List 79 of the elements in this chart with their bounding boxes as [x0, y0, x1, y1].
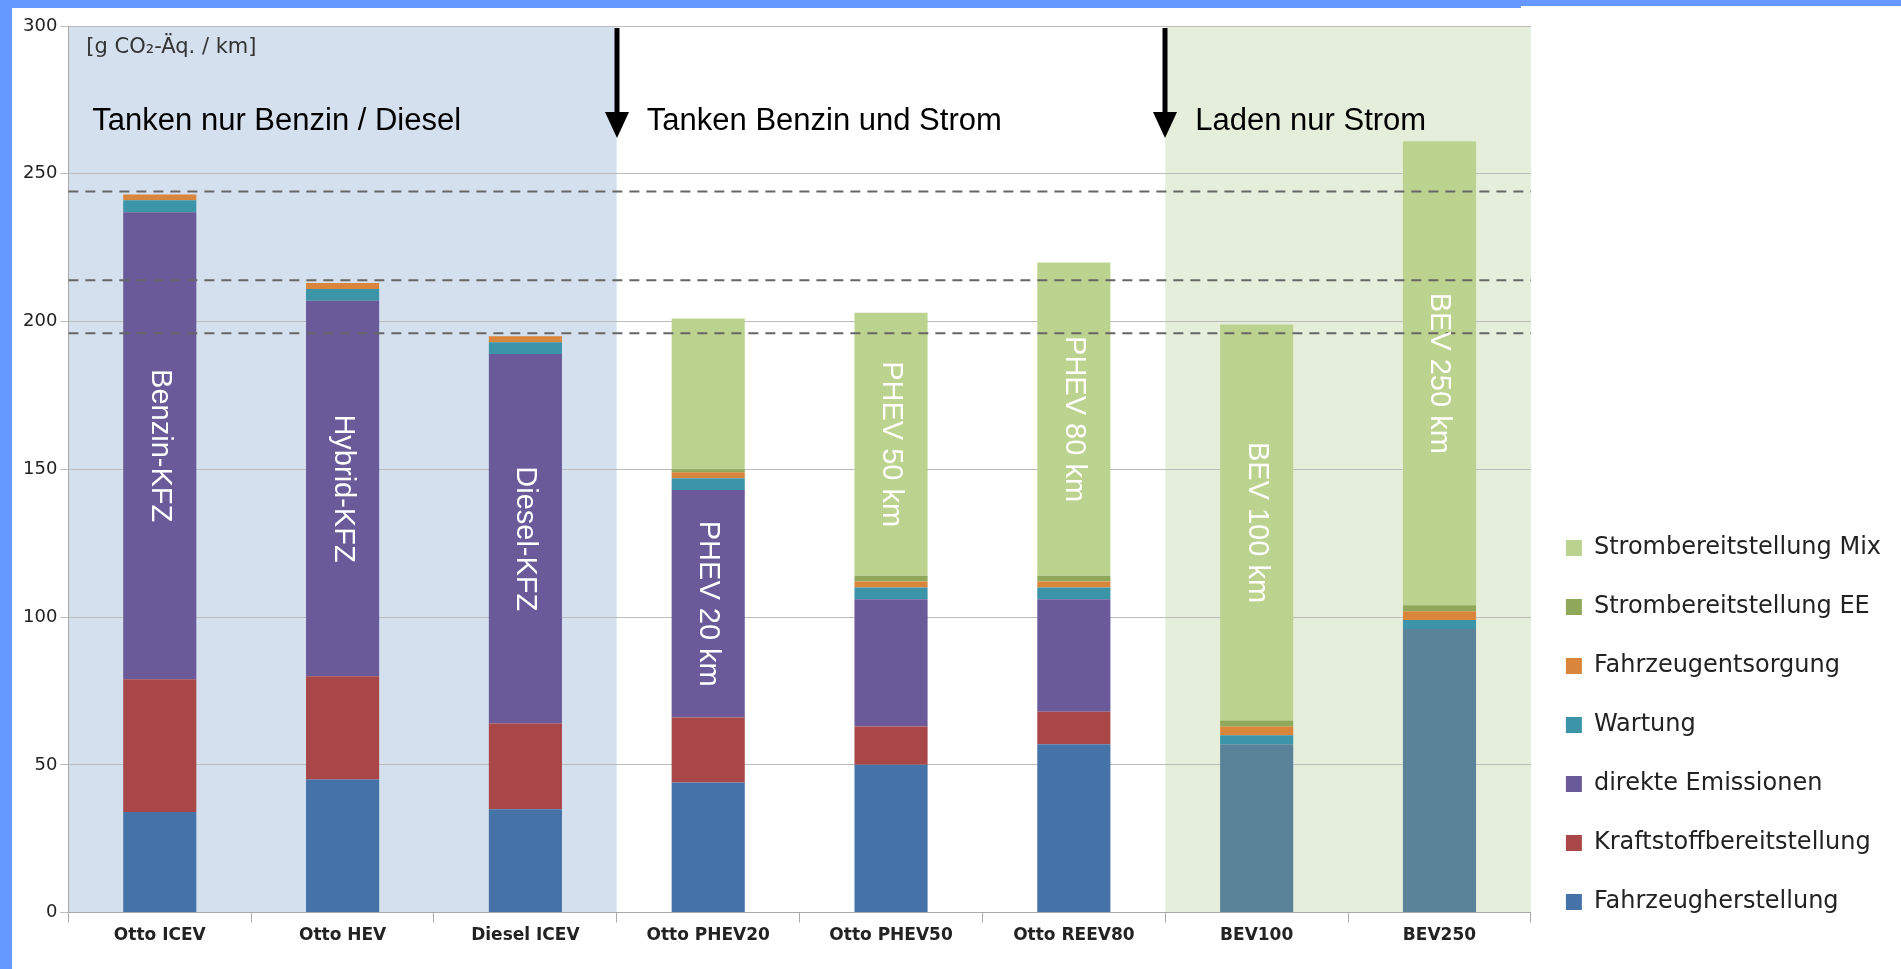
y-tick-label: 100 [23, 604, 58, 626]
bar [306, 300, 380, 677]
annotation: BEV 100 km [1242, 441, 1275, 604]
bar [854, 587, 928, 600]
bar [1402, 620, 1477, 629]
bar [854, 575, 928, 582]
bar [306, 676, 380, 780]
bar [854, 581, 928, 588]
bar [671, 782, 745, 913]
bar [123, 200, 197, 213]
annotation: Diesel-KFZ [511, 466, 544, 612]
bar [1037, 587, 1111, 600]
legend-label: Strombereitstellung EE [1593, 591, 1870, 620]
x-tick-label: Otto ICEV [113, 924, 207, 945]
bar [123, 194, 197, 201]
y-tick-label: 200 [23, 309, 58, 331]
bar [1037, 711, 1111, 745]
bar [1220, 735, 1294, 745]
bar [488, 336, 562, 343]
bar [123, 812, 197, 913]
bar [1402, 605, 1477, 612]
x-tick-label: Otto PHEV50 [829, 924, 953, 945]
bar [671, 469, 745, 473]
bar [671, 717, 745, 783]
bar [123, 679, 197, 813]
bar [123, 212, 197, 680]
bar [1037, 581, 1111, 588]
bar [306, 283, 380, 290]
bar [1037, 599, 1111, 712]
bar [1402, 611, 1477, 621]
y-tick-label: 250 [23, 161, 58, 183]
bar [488, 342, 562, 355]
x-tick-label: BEV250 [1402, 924, 1477, 945]
bar [1402, 628, 1477, 913]
bar [488, 809, 562, 913]
bar [671, 318, 745, 470]
x-tick-label: Otto HEV [298, 924, 388, 945]
bar [1037, 262, 1111, 576]
bar [854, 764, 928, 913]
x-tick-label: Diesel ICEV [471, 924, 581, 945]
x-tick-label: Otto REEV80 [1013, 924, 1135, 945]
annotation: Benzin-KFZ [145, 369, 178, 523]
annotation: Hybrid-KFZ [328, 414, 361, 563]
legend-label: Wartung [1593, 709, 1696, 738]
band-label: Laden nur Strom [1195, 101, 1427, 137]
legend-label: Fahrzeugherstellung [1593, 886, 1839, 915]
bar [1037, 575, 1111, 582]
y-tick-label: 0 [45, 900, 58, 922]
bar [306, 289, 380, 301]
band-label: Tanken Benzin und Strom [646, 101, 1002, 137]
bar [671, 489, 745, 718]
x-tick-label: Otto PHEV20 [646, 924, 771, 945]
x-tick-label: BEV100 [1220, 924, 1294, 945]
legend-label: Strombereitstellung Mix [1593, 532, 1881, 561]
legend-label: direkte Emissionen [1593, 768, 1823, 797]
bar [1220, 324, 1294, 721]
annotation: PHEV 50 km [877, 361, 910, 528]
annotation: BEV 250 km [1425, 292, 1458, 454]
bar [1037, 744, 1111, 913]
legend-label: Kraftstoffbereitstellung [1593, 827, 1871, 856]
bar [1220, 744, 1294, 913]
bar [854, 599, 928, 727]
bar [488, 354, 562, 724]
bar [488, 723, 562, 810]
y-tick-label: 50 [34, 752, 58, 774]
annotation: PHEV 20 km [694, 520, 727, 687]
bar [671, 472, 745, 479]
bar [1402, 141, 1477, 606]
y-axis-title: [g CO₂-Äq. / km] [86, 33, 257, 59]
bar [854, 312, 928, 576]
bar [306, 779, 380, 913]
annotation: PHEV 80 km [1059, 336, 1092, 503]
legend-label: Fahrzeugentsorgung [1593, 650, 1840, 679]
bar [671, 478, 745, 490]
y-tick-label: 300 [23, 13, 58, 35]
bar [1220, 726, 1294, 736]
y-tick-label: 150 [23, 456, 58, 478]
band-label: Tanken nur Benzin / Diesel [92, 101, 462, 137]
bar [854, 726, 928, 765]
